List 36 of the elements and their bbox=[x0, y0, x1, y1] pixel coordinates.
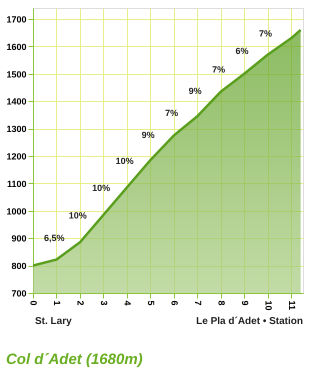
x-tick-label: 5 bbox=[146, 300, 156, 306]
annotation: 7% bbox=[212, 64, 226, 75]
annotation: 10% bbox=[68, 210, 87, 221]
y-tick-label: 1500 bbox=[6, 69, 26, 80]
y-tick-label: 700 bbox=[11, 288, 26, 298]
y-tick-label: 1700 bbox=[6, 14, 26, 24]
x-tick-label: 7 bbox=[192, 300, 203, 306]
y-tick-label: 1400 bbox=[6, 96, 26, 107]
y-tick-label: 1000 bbox=[6, 206, 26, 216]
annotation: 9% bbox=[142, 130, 155, 140]
y-tick-label: 900 bbox=[11, 234, 26, 244]
x-tick-label: 9 bbox=[240, 300, 250, 306]
x-tick-label: 10 bbox=[263, 300, 274, 311]
y-tick-label: 1200 bbox=[6, 151, 26, 162]
text: St. Lary bbox=[35, 316, 72, 327]
annotation: 7% bbox=[259, 28, 272, 38]
y-tick-label: 1300 bbox=[6, 124, 26, 134]
x-tick-label: 2 bbox=[75, 300, 86, 306]
x-tick-label: 1 bbox=[52, 300, 62, 306]
y-tick-label: 800 bbox=[11, 261, 26, 272]
annotation: 6% bbox=[236, 46, 249, 56]
annotation: 9% bbox=[188, 86, 202, 96]
x-tick-label: 3 bbox=[98, 300, 109, 306]
x-tick-label: 0 bbox=[28, 300, 38, 306]
x-tick-label: 8 bbox=[216, 300, 226, 306]
annotation: 10% bbox=[116, 156, 134, 166]
text: Le Pla d´Adet • Station bbox=[196, 316, 303, 327]
annotation: 6,5% bbox=[44, 232, 64, 243]
annotation: 10% bbox=[92, 183, 110, 194]
x-tick-label: 4 bbox=[122, 300, 132, 306]
y-tick-label: 1600 bbox=[6, 42, 26, 52]
x-tick-label: 11 bbox=[286, 300, 297, 310]
y-tick-label: 1100 bbox=[6, 178, 26, 189]
annotation: 7% bbox=[165, 108, 178, 118]
text: Col d´Adet (1680m) bbox=[6, 351, 143, 368]
x-tick-label: 6 bbox=[169, 300, 180, 306]
